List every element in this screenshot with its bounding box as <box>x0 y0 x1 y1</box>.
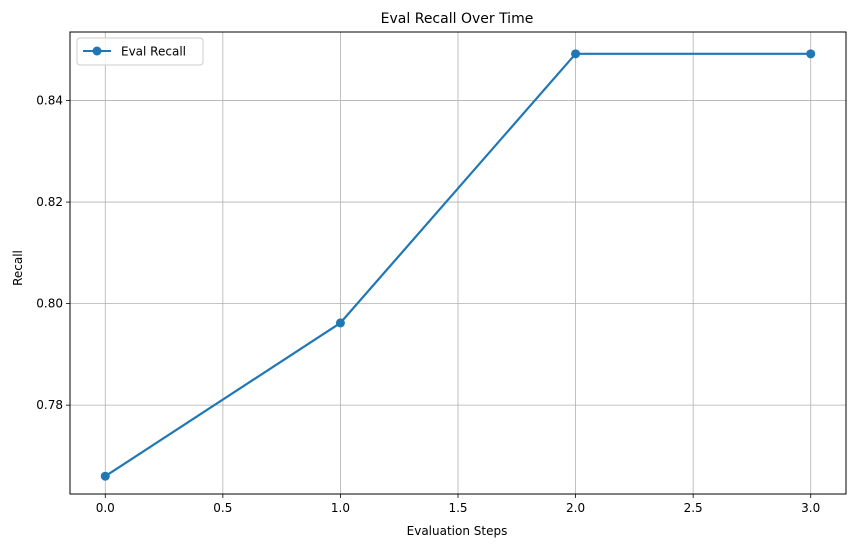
legend: Eval Recall <box>76 37 204 66</box>
series-line <box>104 52 811 478</box>
x-tick-label: 1.5 <box>448 501 467 515</box>
data-point <box>335 318 345 328</box>
axis-ticks: 0.0 0.5 1.0 1.5 2.0 2.5 3.0 0.78 0.80 0.82 0.84 <box>36 94 820 515</box>
y-tick-label: 0.80 <box>36 297 63 311</box>
x-tick-label: 0.5 <box>213 501 232 515</box>
x-axis-label: Evaluation Steps <box>407 524 508 538</box>
x-tick-label: 1.0 <box>331 501 350 515</box>
legend-box <box>76 37 204 66</box>
data-point <box>100 471 110 481</box>
legend-label: Eval Recall <box>121 45 186 59</box>
x-tick-label: 2.0 <box>566 501 585 515</box>
plot-frame <box>69 31 847 495</box>
series-layer <box>100 49 816 481</box>
data-point <box>571 49 581 59</box>
legend-marker-swatch <box>92 46 102 56</box>
chart-title: Eval Recall Over Time <box>381 11 534 27</box>
y-axis-label: Recall <box>11 250 25 286</box>
y-tick-label: 0.82 <box>36 195 63 209</box>
data-point <box>806 49 816 59</box>
y-tick-label: 0.84 <box>36 94 63 108</box>
y-tick-label: 0.78 <box>36 398 63 412</box>
grid-lines <box>70 32 846 494</box>
x-tick-label: 3.0 <box>801 501 820 515</box>
x-tick-label: 2.5 <box>684 501 703 515</box>
x-tick-label: 0.0 <box>96 501 115 515</box>
